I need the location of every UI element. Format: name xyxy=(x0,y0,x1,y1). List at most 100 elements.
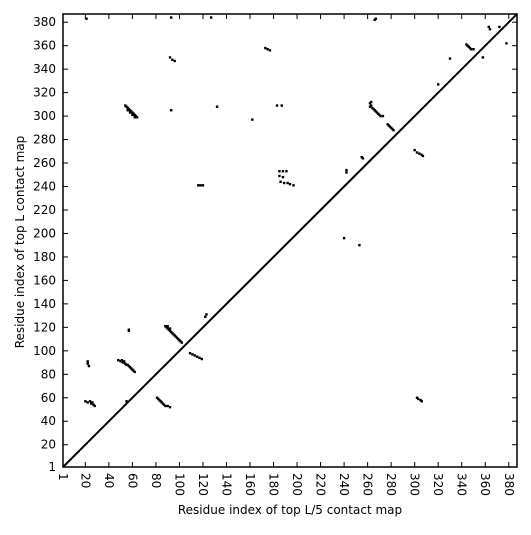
contact-point xyxy=(125,400,128,403)
contact-point xyxy=(417,397,420,401)
contact-point xyxy=(420,400,423,403)
x-tick-label: 380 xyxy=(502,473,516,496)
contact-point xyxy=(379,114,382,118)
contact-point xyxy=(345,168,348,172)
contact-point xyxy=(86,360,89,363)
contact-point xyxy=(264,46,267,50)
contact-point xyxy=(168,405,172,409)
contact-point xyxy=(279,180,282,184)
x-tick-label: 240 xyxy=(337,473,351,496)
contact-point xyxy=(278,170,281,173)
contact-point xyxy=(117,359,120,362)
x-tick-label: 260 xyxy=(361,473,375,496)
y-tick-label: 100 xyxy=(33,344,56,358)
contact-point xyxy=(281,170,285,173)
contact-point xyxy=(251,118,254,121)
x-tick-label: 20 xyxy=(78,473,92,488)
contact-point xyxy=(361,157,365,160)
y-tick-label: 200 xyxy=(33,226,56,240)
contact-point xyxy=(275,104,279,107)
contact-point xyxy=(84,400,87,403)
contact-point xyxy=(418,152,421,155)
contact-point xyxy=(392,128,395,132)
y-tick-label: 80 xyxy=(41,367,56,381)
contact-point xyxy=(171,58,174,61)
contact-point xyxy=(345,171,348,174)
contact-point xyxy=(166,324,169,328)
y-tick-label: 160 xyxy=(33,273,56,287)
contact-point xyxy=(368,105,372,108)
y-tick-label: 60 xyxy=(41,391,56,405)
contact-point xyxy=(88,400,92,403)
contact-point xyxy=(278,174,281,178)
contact-point xyxy=(436,83,440,86)
contact-point xyxy=(201,184,205,187)
x-tick-label: 280 xyxy=(384,473,398,496)
contact-point xyxy=(170,109,173,112)
y-axis-label: Residue index of top L contact map xyxy=(13,136,27,349)
x-tick-label: 340 xyxy=(455,473,469,496)
contact-point xyxy=(266,48,269,51)
contact-point xyxy=(209,16,213,19)
contact-point xyxy=(173,59,176,63)
plot-frame xyxy=(62,13,518,468)
contact-point xyxy=(191,353,194,356)
contact-point xyxy=(126,109,129,112)
x-tick-label: 360 xyxy=(478,473,492,496)
y-tick-label: 180 xyxy=(33,250,56,264)
x-tick-label: 80 xyxy=(149,473,163,488)
y-tick-label: 40 xyxy=(41,414,56,428)
y-tick-label: 260 xyxy=(33,156,56,170)
contact-point xyxy=(90,402,93,405)
y-tick-label: 340 xyxy=(33,62,56,76)
y-tick-label: 280 xyxy=(33,133,56,147)
y-tick-label: 120 xyxy=(33,320,56,334)
contact-point xyxy=(369,100,373,104)
contact-point xyxy=(200,357,203,361)
contact-point xyxy=(170,16,173,19)
contact-point xyxy=(448,57,452,60)
x-tick-label: 180 xyxy=(267,473,281,496)
contact-point xyxy=(498,25,501,29)
y-tick-label: 240 xyxy=(33,180,56,194)
x-tick-label: 220 xyxy=(314,473,328,496)
contact-point xyxy=(193,354,196,357)
contact-point xyxy=(86,362,89,365)
contact-point xyxy=(381,114,385,118)
x-axis-label: Residue index of top L/5 contact map xyxy=(178,503,402,517)
contact-point xyxy=(342,236,346,240)
contact-point xyxy=(128,111,132,114)
contact-point xyxy=(166,404,169,408)
contact-point xyxy=(288,182,292,186)
contact-point xyxy=(127,329,131,333)
contact-point xyxy=(215,105,219,108)
contact-point xyxy=(122,360,126,363)
contact-point xyxy=(135,116,139,119)
contact-point xyxy=(205,313,208,316)
contact-point xyxy=(285,170,288,173)
contact-point xyxy=(505,42,508,45)
contact-point xyxy=(487,25,490,29)
contact-point xyxy=(488,28,492,31)
y-tick-label: 360 xyxy=(33,39,56,53)
contact-point xyxy=(469,48,473,51)
contact-point xyxy=(188,351,192,355)
x-tick-label: 40 xyxy=(102,473,116,488)
x-tick-label: 140 xyxy=(219,473,233,496)
contact-point xyxy=(413,148,416,152)
contact-point xyxy=(292,184,295,187)
contact-point xyxy=(415,151,419,154)
contact-point xyxy=(198,356,201,360)
contact-point xyxy=(421,154,425,158)
contact-point xyxy=(195,355,199,358)
contact-point xyxy=(164,404,167,408)
contact-point xyxy=(197,184,200,187)
contact-point xyxy=(86,401,89,404)
contact-point xyxy=(286,181,289,185)
x-tick-label: 200 xyxy=(290,473,304,496)
contact-point xyxy=(282,181,286,185)
contact-point xyxy=(472,48,475,51)
x-tick-label: 100 xyxy=(172,473,186,496)
y-tick-label: 380 xyxy=(33,15,56,29)
